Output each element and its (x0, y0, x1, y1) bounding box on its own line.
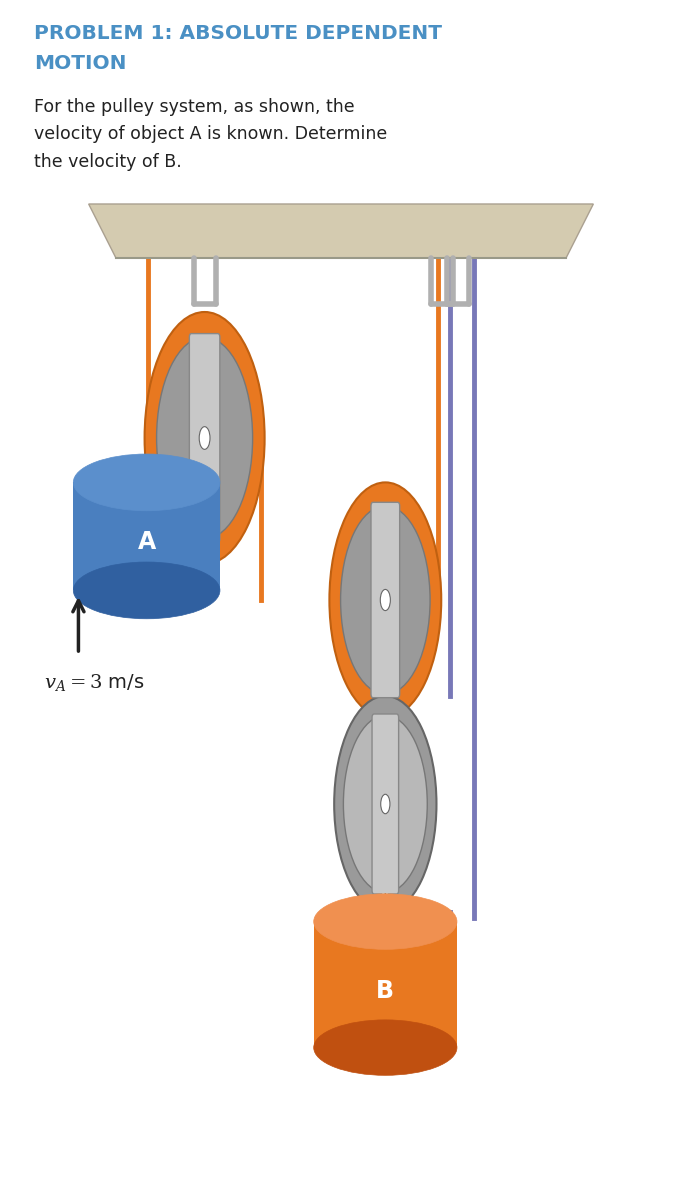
Ellipse shape (157, 337, 252, 539)
Polygon shape (370, 894, 400, 917)
Ellipse shape (334, 696, 436, 912)
Ellipse shape (314, 894, 457, 949)
Text: $v_A = 3$ m/s: $v_A = 3$ m/s (44, 672, 145, 692)
Polygon shape (89, 204, 593, 258)
Ellipse shape (314, 1020, 457, 1075)
Text: A: A (138, 530, 155, 554)
Ellipse shape (199, 427, 210, 449)
Ellipse shape (73, 562, 220, 619)
Ellipse shape (381, 794, 390, 814)
Ellipse shape (73, 454, 220, 511)
Text: PROBLEM 1: ABSOLUTE DEPENDENT: PROBLEM 1: ABSOLUTE DEPENDENT (34, 24, 442, 43)
Text: MOTION: MOTION (34, 54, 127, 73)
Polygon shape (132, 457, 162, 480)
Ellipse shape (340, 506, 430, 694)
Text: B: B (376, 979, 394, 1003)
FancyBboxPatch shape (371, 503, 400, 697)
FancyBboxPatch shape (190, 334, 220, 542)
FancyBboxPatch shape (372, 714, 398, 894)
Ellipse shape (329, 482, 441, 718)
Ellipse shape (145, 312, 265, 564)
Ellipse shape (343, 715, 427, 893)
Bar (314, 922, 457, 1048)
Text: For the pulley system, as shown, the
velocity of object A is known. Determine
th: For the pulley system, as shown, the vel… (34, 98, 387, 170)
Ellipse shape (381, 589, 390, 611)
Bar (73, 482, 220, 590)
